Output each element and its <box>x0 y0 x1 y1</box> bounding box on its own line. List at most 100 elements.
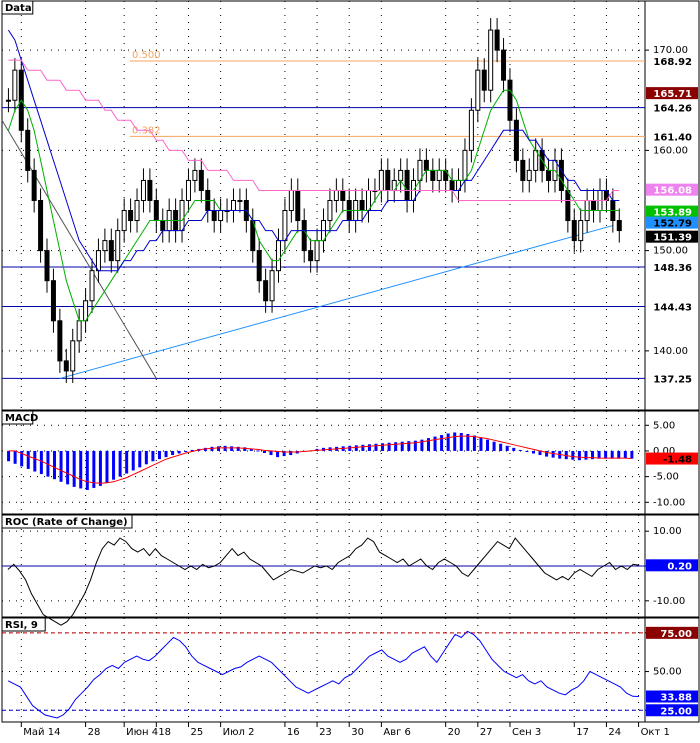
price-tag: 152.79 <box>653 219 692 230</box>
price-tag-bg <box>646 216 698 229</box>
price-tag: 165.71 <box>653 89 692 100</box>
macd-bar <box>98 450 102 486</box>
candle-body <box>546 169 552 181</box>
macd-bar <box>26 450 30 469</box>
macd-bar <box>112 450 116 480</box>
macd-bar <box>282 450 286 457</box>
price-tag: 151.39 <box>653 233 692 244</box>
macd-bar <box>138 450 142 468</box>
macd-bar <box>440 435 444 451</box>
fibonacci-label: 0.500 <box>132 50 161 61</box>
macd-bar <box>426 438 430 451</box>
candle-body <box>449 179 455 191</box>
panel-title: ROC (Rate of Change) <box>5 517 128 528</box>
panel-title-box <box>1 410 34 425</box>
roc-value-tag-bg <box>646 559 698 572</box>
macd-bar <box>59 450 63 482</box>
macd-bar <box>577 450 581 461</box>
macd-bar <box>92 450 96 488</box>
x-tick-label: Май 14 <box>23 727 60 738</box>
price-tag-bg <box>646 261 698 274</box>
x-tick-label: Сен 3 <box>512 727 541 738</box>
price-tag: 148.36 <box>653 263 692 274</box>
macd-bar <box>630 450 634 459</box>
macd-bar <box>52 450 56 480</box>
candle-body <box>423 159 429 171</box>
price-tag-bg <box>646 183 698 196</box>
price-tag-bg <box>646 205 698 218</box>
rsi-tag: 25.00 <box>660 706 692 717</box>
candle-body <box>288 189 294 212</box>
macd-bar <box>518 449 522 451</box>
x-tick-label: Июл 2 <box>223 727 255 738</box>
candle-body <box>218 210 224 222</box>
macd-bar <box>420 439 424 451</box>
panel-title-box <box>1 617 46 632</box>
candle-body <box>430 169 436 181</box>
candle-body <box>314 240 320 262</box>
candle-body <box>436 169 442 181</box>
macd-bar <box>459 432 463 451</box>
x-tick-label: Окт 1 <box>641 727 670 738</box>
candle-body <box>5 99 11 102</box>
panel-title-box <box>1 514 133 529</box>
macd-bar <box>7 450 11 462</box>
x-tick-label: 28 <box>88 727 101 738</box>
macd-bar <box>157 450 161 460</box>
macd-bar <box>236 446 240 451</box>
candle-body <box>211 210 217 222</box>
candle-body <box>108 240 114 262</box>
candle-body <box>295 189 301 222</box>
panel-frame <box>1 410 700 515</box>
macd-bar <box>381 443 385 451</box>
macd-bar <box>545 450 549 457</box>
macd-bar <box>118 450 122 477</box>
x-tick-label: 27 <box>480 727 493 738</box>
candle-body <box>57 320 63 362</box>
macd-bar <box>171 450 175 456</box>
candle-body <box>591 199 597 212</box>
candle-body <box>128 210 134 222</box>
macd-bar <box>131 450 135 471</box>
price-tag-bg <box>646 230 698 243</box>
x-tick-label: Июн 4 <box>126 727 158 738</box>
price-tag: 164.26 <box>653 104 692 115</box>
macd-bar <box>531 450 535 454</box>
macd-value-tag-bg <box>646 452 698 465</box>
macd-bar <box>433 436 437 451</box>
macd-bar <box>525 450 529 452</box>
macd-bar <box>184 450 188 452</box>
y-tick-label: 170.00 <box>653 45 688 56</box>
macd-bar <box>230 446 234 451</box>
macd-bar <box>492 441 496 451</box>
macd-bar <box>13 450 17 464</box>
candle-body <box>481 69 487 91</box>
macd-bar <box>597 450 601 459</box>
macd-bar <box>269 450 273 456</box>
candle-body <box>50 280 56 322</box>
macd-bar <box>538 450 542 456</box>
candle-body <box>134 199 140 222</box>
macd-bar <box>551 450 555 458</box>
x-tick-label: 30 <box>351 727 364 738</box>
x-tick-label: 24 <box>608 727 621 738</box>
x-tick-label: 16 <box>287 727 300 738</box>
y-tick-label: 10.00 <box>653 526 682 537</box>
candle-body <box>475 69 481 111</box>
macd-bar <box>72 450 76 487</box>
price-tag-bg <box>646 54 698 67</box>
macd-bar <box>79 450 83 489</box>
candle-body <box>192 169 198 181</box>
price-tag: 144.43 <box>653 302 692 313</box>
macd-bar <box>217 446 221 451</box>
candle-body <box>488 29 494 91</box>
macd-bar <box>486 439 490 451</box>
rsi-tag: 33.88 <box>660 693 692 704</box>
price-tag: 161.40 <box>653 132 692 143</box>
y-tick-label: 50.00 <box>653 667 682 678</box>
candle-body <box>571 220 577 242</box>
macd-bar <box>407 441 411 451</box>
y-tick-label: 5.00 <box>653 420 675 431</box>
candle-body <box>308 250 314 262</box>
